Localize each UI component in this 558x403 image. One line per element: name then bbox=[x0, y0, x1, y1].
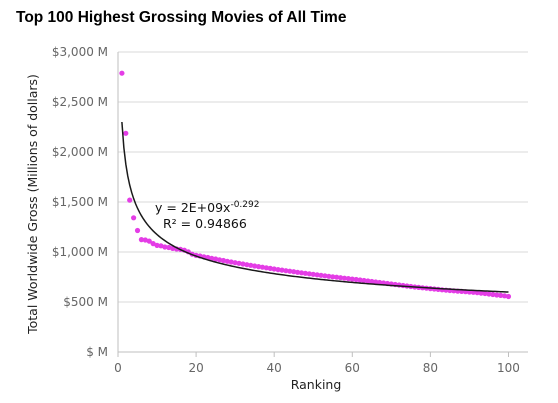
data-point bbox=[295, 269, 301, 275]
data-point bbox=[334, 274, 340, 280]
data-point bbox=[482, 290, 488, 297]
chart-title: Top 100 Highest Grossing Movies of All T… bbox=[16, 9, 347, 26]
data-point bbox=[279, 267, 285, 273]
data-point bbox=[209, 255, 215, 261]
data-point bbox=[146, 238, 152, 244]
x-tick-label: 0 bbox=[114, 361, 122, 375]
data-point bbox=[119, 70, 125, 76]
data-point bbox=[494, 292, 500, 298]
trendline bbox=[121, 121, 509, 293]
data-point bbox=[314, 272, 320, 278]
data-point bbox=[263, 265, 269, 271]
data-point bbox=[138, 237, 145, 243]
data-point bbox=[498, 292, 504, 298]
x-axis-title: Ranking bbox=[291, 377, 342, 392]
y-tick-label: $2,500 M bbox=[52, 95, 108, 109]
y-tick-label: $ M bbox=[86, 345, 108, 359]
data-point bbox=[162, 244, 168, 250]
data-point bbox=[318, 272, 324, 278]
data-point bbox=[248, 262, 254, 268]
y-tick-label: $1,500 M bbox=[52, 195, 108, 209]
data-point bbox=[150, 241, 156, 247]
data-point bbox=[486, 291, 492, 297]
data-point bbox=[365, 278, 371, 284]
data-point bbox=[505, 293, 512, 300]
x-tick-label: 60 bbox=[345, 361, 360, 375]
x-tick-label: 40 bbox=[267, 361, 282, 375]
data-point bbox=[252, 263, 258, 269]
x-tick-labels: 0 20 40 60 80 100 bbox=[114, 361, 520, 375]
data-point bbox=[283, 268, 289, 274]
data-point bbox=[474, 290, 480, 296]
y-tick-labels: $ M $500 M $1,000 M $1,500 M $2,000 M $2,500 … bbox=[52, 45, 108, 359]
data-point bbox=[123, 130, 129, 136]
data-point bbox=[154, 242, 160, 248]
data-point bbox=[232, 260, 238, 266]
gridlines bbox=[118, 51, 528, 303]
y-tick-label: $2,000 M bbox=[52, 145, 108, 159]
trendline-equation: y = 2E+09x-0.292 bbox=[155, 200, 259, 215]
data-point bbox=[267, 265, 273, 271]
data-point bbox=[213, 256, 219, 262]
data-point bbox=[353, 276, 359, 283]
r-squared-label: R² = 0.94866 bbox=[163, 216, 247, 231]
data-point bbox=[228, 259, 234, 265]
y-tick-label: $500 M bbox=[63, 295, 108, 309]
data-point bbox=[236, 260, 242, 266]
data-point bbox=[142, 237, 148, 243]
data-point bbox=[131, 215, 137, 221]
data-point bbox=[337, 275, 344, 281]
x-tick-label: 20 bbox=[188, 361, 203, 375]
data-point bbox=[244, 262, 250, 268]
data-point bbox=[478, 290, 484, 296]
data-point bbox=[361, 277, 367, 284]
x-tick-label: 80 bbox=[423, 361, 438, 375]
y-tick-label: $1,000 M bbox=[52, 245, 108, 259]
data-point bbox=[287, 268, 293, 274]
data-point bbox=[349, 276, 355, 282]
data-point bbox=[224, 258, 230, 264]
data-point bbox=[291, 269, 297, 275]
data-point bbox=[306, 271, 312, 277]
data-point bbox=[166, 244, 172, 251]
data-points bbox=[119, 70, 512, 300]
data-point bbox=[298, 270, 305, 276]
data-point bbox=[302, 270, 309, 276]
data-point bbox=[275, 267, 281, 273]
data-point bbox=[134, 227, 141, 234]
data-point bbox=[369, 278, 375, 285]
data-point bbox=[373, 279, 379, 285]
data-point bbox=[259, 264, 266, 270]
data-point bbox=[322, 273, 328, 279]
data-point bbox=[357, 277, 363, 283]
data-point bbox=[310, 271, 316, 277]
data-point bbox=[341, 275, 348, 281]
data-point bbox=[326, 273, 332, 279]
data-point bbox=[271, 266, 277, 272]
y-tick-label: $3,000 M bbox=[52, 45, 108, 59]
data-point bbox=[216, 257, 223, 263]
axes bbox=[117, 52, 528, 357]
data-point bbox=[345, 276, 351, 282]
data-point bbox=[158, 243, 164, 249]
data-point bbox=[127, 197, 133, 203]
data-point bbox=[255, 264, 262, 270]
data-point bbox=[240, 261, 246, 267]
data-point bbox=[220, 257, 227, 264]
data-point bbox=[330, 274, 336, 280]
x-tick-label: 100 bbox=[497, 361, 520, 375]
y-axis-title: Total Worldwide Gross (Millions of dolla… bbox=[25, 74, 40, 335]
data-point bbox=[490, 291, 496, 298]
data-point bbox=[501, 293, 508, 299]
